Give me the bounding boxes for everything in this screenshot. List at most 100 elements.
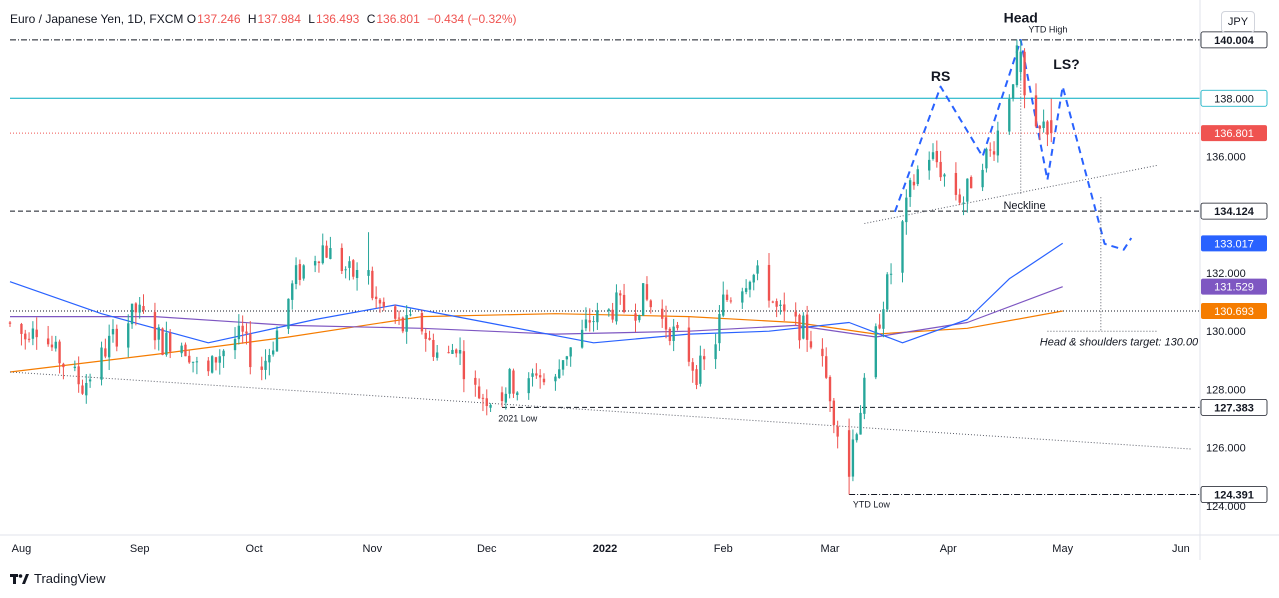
- candle-body: [142, 305, 145, 311]
- candle-body: [744, 288, 748, 292]
- candle-body: [855, 434, 858, 441]
- candle-body: [687, 327, 691, 362]
- candle-body: [191, 361, 195, 363]
- candle-body: [771, 301, 775, 303]
- price-label-box: [1200, 202, 1268, 220]
- candle-body: [73, 366, 77, 369]
- candle-body: [218, 356, 221, 363]
- price-label-box: [1201, 235, 1267, 252]
- candle-body: [489, 404, 492, 408]
- candle-body: [1046, 121, 1049, 135]
- candle-body: [458, 350, 462, 354]
- candle-body: [699, 355, 702, 384]
- candle-body: [558, 369, 561, 378]
- high-value: 137.984: [257, 12, 301, 26]
- candle-body: [962, 202, 965, 204]
- candle-body: [611, 309, 614, 320]
- ma-mid-line: [10, 286, 1063, 338]
- x-tick-label: Feb: [714, 543, 733, 555]
- candle-body: [165, 332, 168, 355]
- price-label-p140004: 140.004: [1214, 35, 1255, 47]
- candle-body: [382, 301, 385, 307]
- candle-body: [62, 363, 65, 368]
- x-tick-label: Mar: [821, 543, 840, 555]
- candle-body: [725, 294, 729, 300]
- candle-body: [184, 344, 187, 357]
- candle-body: [130, 303, 134, 325]
- candle-body: [127, 323, 130, 348]
- tradingview-brand[interactable]: TradingView: [10, 571, 106, 586]
- candle-body: [783, 304, 786, 312]
- candle-body: [107, 335, 111, 358]
- y-tick-label: 126.000: [1206, 443, 1246, 455]
- high-label: H: [247, 12, 257, 26]
- candle-body: [85, 382, 88, 396]
- candle-body: [138, 304, 141, 313]
- candle-body: [828, 376, 832, 402]
- y-tick-label: 130.000: [1206, 326, 1246, 338]
- candle-body: [756, 265, 759, 274]
- x-tick-label: Aug: [12, 543, 32, 555]
- price-label-box: [1201, 278, 1267, 295]
- candle-body: [889, 273, 893, 275]
- ytd-high-label: YTD High: [1028, 25, 1067, 35]
- symbol-title: Euro / Japanese Yen, 1D, FXCM: [10, 12, 184, 26]
- candle-body: [260, 366, 263, 370]
- candle-body: [180, 345, 183, 354]
- candle-body: [592, 321, 595, 323]
- price-label-p124391: 124.391: [1214, 489, 1254, 501]
- candle-body: [714, 344, 717, 360]
- candle-body: [805, 314, 809, 340]
- candle-body: [1050, 120, 1053, 134]
- candle-body: [81, 385, 84, 394]
- lower-trendline: [9, 371, 1193, 450]
- candle-body: [527, 378, 530, 394]
- candle-body: [901, 221, 904, 273]
- open-value: 137.246: [197, 12, 241, 26]
- candle-body: [741, 291, 744, 303]
- candle-body: [622, 294, 626, 313]
- candle-body: [512, 370, 515, 394]
- candle-body: [317, 261, 321, 264]
- candle-body: [302, 265, 305, 279]
- candle-body: [275, 330, 279, 352]
- candle-body: [1011, 84, 1015, 99]
- candle-body: [35, 329, 38, 338]
- price-label-box: [1200, 486, 1268, 503]
- candle-body: [584, 319, 588, 329]
- candle-body: [481, 397, 485, 399]
- candle-body: [908, 180, 912, 198]
- candle-body: [809, 341, 813, 348]
- candle-body: [985, 148, 988, 169]
- candle-body: [874, 326, 877, 378]
- candle-body: [996, 130, 1000, 156]
- candle-body: [210, 356, 214, 373]
- candle-body: [222, 350, 225, 357]
- price-label-p131529: 131.529: [1214, 282, 1254, 294]
- target-label: Head & shoulders target: 130.00: [1040, 337, 1199, 349]
- candle-body: [954, 172, 958, 195]
- candle-body: [378, 299, 382, 304]
- candle-body: [981, 169, 984, 188]
- candle-body: [794, 311, 797, 317]
- ytd-low-label: YTD Low: [853, 499, 891, 509]
- x-tick-label: Sep: [130, 543, 150, 555]
- candle-body: [31, 328, 35, 339]
- candle-body: [214, 357, 218, 363]
- candle-body: [931, 152, 935, 159]
- candle-body: [24, 333, 27, 340]
- candle-body: [863, 377, 866, 414]
- candle-body: [428, 337, 431, 340]
- close-label: C: [366, 12, 376, 26]
- candle-body: [355, 269, 359, 278]
- currency-button[interactable]: JPY: [1221, 11, 1255, 33]
- candle-body: [394, 306, 397, 319]
- candle-body: [46, 338, 50, 345]
- candle-body: [371, 270, 374, 299]
- candle-body: [969, 177, 973, 189]
- candle-body: [508, 369, 511, 394]
- x-tick-label: Nov: [363, 543, 383, 555]
- x-tick-label: Oct: [246, 543, 263, 555]
- candle-body: [100, 347, 103, 380]
